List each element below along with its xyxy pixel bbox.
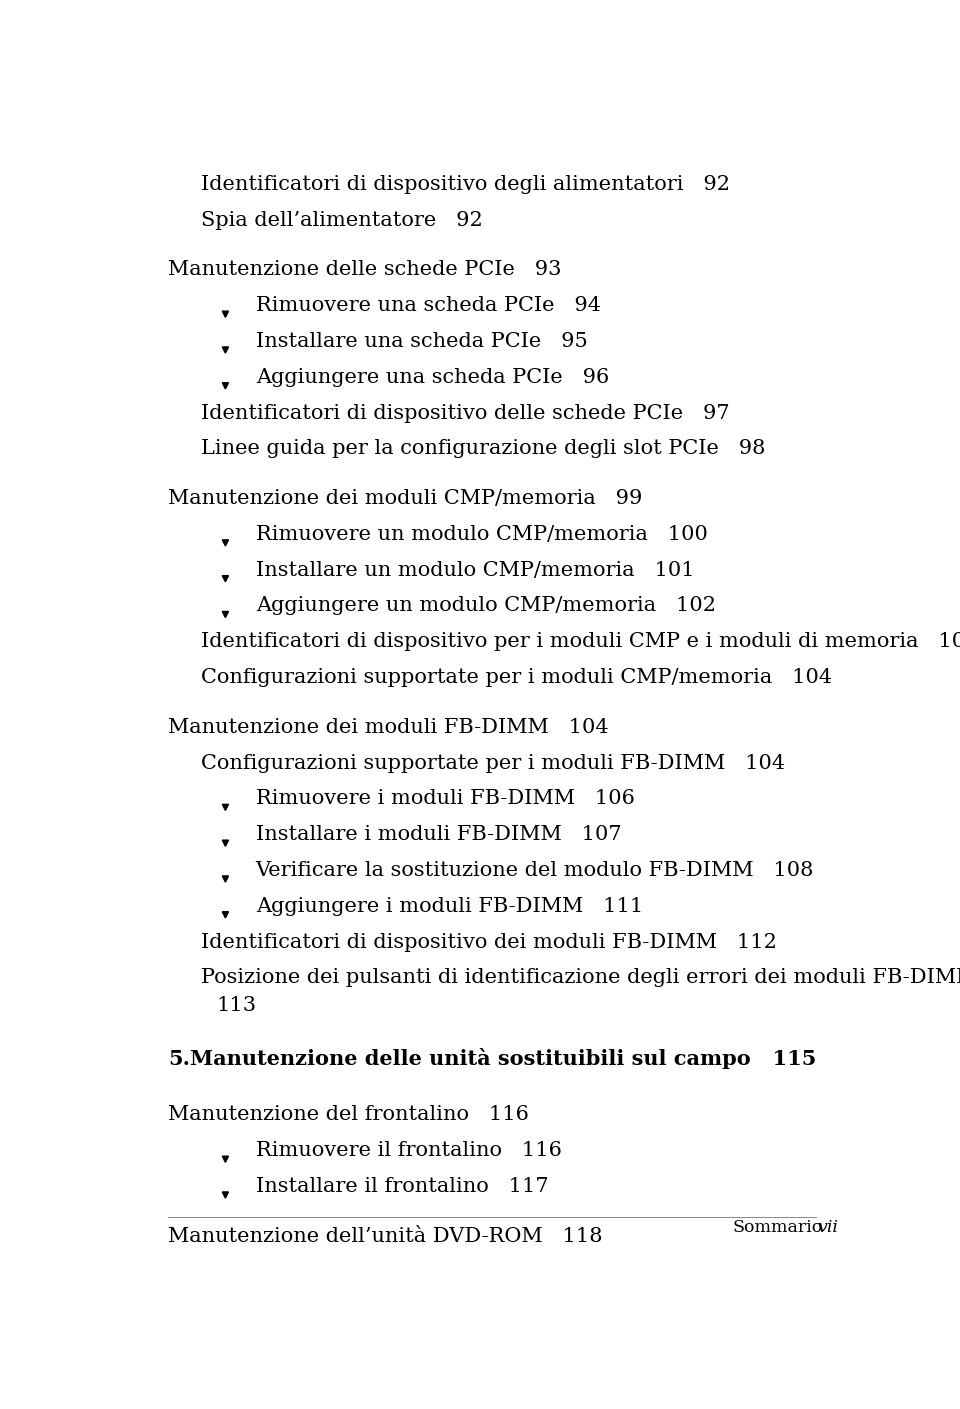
Text: Identificatori di dispositivo delle schede PCIe   97: Identificatori di dispositivo delle sche… [202,403,730,423]
Polygon shape [223,383,228,389]
Text: Identificatori di dispositivo dei moduli FB-DIMM   112: Identificatori di dispositivo dei moduli… [202,933,778,951]
Text: Aggiungere i moduli FB-DIMM   111: Aggiungere i moduli FB-DIMM 111 [255,896,643,916]
Polygon shape [223,1192,228,1198]
Text: Verificare la sostituzione del modulo FB-DIMM   108: Verificare la sostituzione del modulo FB… [255,861,814,881]
Text: Configurazioni supportate per i moduli FB-DIMM   104: Configurazioni supportate per i moduli F… [202,754,785,772]
Text: Manutenzione delle unità sostituibili sul campo   115: Manutenzione delle unità sostituibili su… [190,1047,816,1068]
Text: Installare il frontalino   117: Installare il frontalino 117 [255,1177,548,1196]
Text: Installare i moduli FB-DIMM   107: Installare i moduli FB-DIMM 107 [255,826,621,844]
Text: Rimuovere una scheda PCIe   94: Rimuovere una scheda PCIe 94 [255,296,601,316]
Polygon shape [223,576,228,582]
Text: vii: vii [818,1219,838,1237]
Polygon shape [223,612,228,617]
Text: Manutenzione del frontalino   116: Manutenzione del frontalino 116 [168,1105,529,1124]
Polygon shape [223,805,228,810]
Text: Installare una scheda PCIe   95: Installare una scheda PCIe 95 [255,333,588,351]
Text: Identificatori di dispositivo degli alimentatori   92: Identificatori di dispositivo degli alim… [202,175,731,194]
Text: Rimuovere il frontalino   116: Rimuovere il frontalino 116 [255,1141,562,1160]
Text: Manutenzione dei moduli CMP/memoria   99: Manutenzione dei moduli CMP/memoria 99 [168,489,642,509]
Text: 5.: 5. [168,1048,190,1068]
Polygon shape [223,540,228,547]
Text: Posizione dei pulsanti di identificazione degli errori dei moduli FB-DIMM: Posizione dei pulsanti di identificazion… [202,968,960,988]
Text: Rimuovere i moduli FB-DIMM   106: Rimuovere i moduli FB-DIMM 106 [255,789,635,809]
Text: Manutenzione dell’unità DVD-ROM   118: Manutenzione dell’unità DVD-ROM 118 [168,1227,603,1246]
Text: Manutenzione delle schede PCIe   93: Manutenzione delle schede PCIe 93 [168,261,562,279]
Polygon shape [223,347,228,354]
Text: Linee guida per la configurazione degli slot PCIe   98: Linee guida per la configurazione degli … [202,440,766,458]
Text: Manutenzione dei moduli FB-DIMM   104: Manutenzione dei moduli FB-DIMM 104 [168,717,609,737]
Text: Identificatori di dispositivo per i moduli CMP e i moduli di memoria   103: Identificatori di dispositivo per i modu… [202,633,960,651]
Polygon shape [223,840,228,847]
Polygon shape [223,311,228,317]
Polygon shape [223,912,228,917]
Text: Installare un modulo CMP/memoria   101: Installare un modulo CMP/memoria 101 [255,561,694,579]
Text: Sommario: Sommario [732,1219,823,1237]
Text: Rimuovere un modulo CMP/memoria   100: Rimuovere un modulo CMP/memoria 100 [255,524,708,544]
Text: Spia dell’alimentatore   92: Spia dell’alimentatore 92 [202,211,483,230]
Text: Configurazioni supportate per i moduli CMP/memoria   104: Configurazioni supportate per i moduli C… [202,668,832,688]
Text: 113: 113 [217,996,257,1016]
Text: Aggiungere un modulo CMP/memoria   102: Aggiungere un modulo CMP/memoria 102 [255,596,715,616]
Polygon shape [223,876,228,882]
Text: Aggiungere una scheda PCIe   96: Aggiungere una scheda PCIe 96 [255,368,609,386]
Polygon shape [223,1157,228,1162]
